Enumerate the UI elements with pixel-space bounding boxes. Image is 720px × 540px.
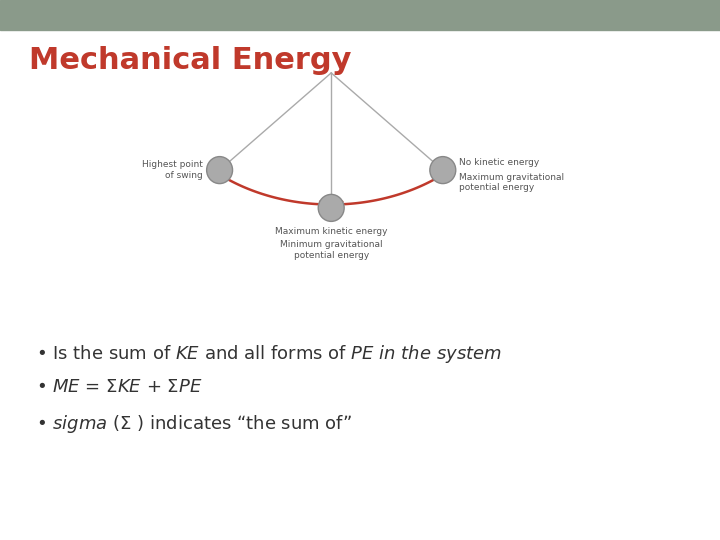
Text: Maximum gravitational
potential energy: Maximum gravitational potential energy <box>459 173 564 192</box>
Text: • $\mathit{ME}$ = $\mathit{\Sigma KE}$ + $\mathit{\Sigma PE}$: • $\mathit{ME}$ = $\mathit{\Sigma KE}$ +… <box>36 378 202 396</box>
Ellipse shape <box>430 157 456 184</box>
Text: Maximum kinetic energy: Maximum kinetic energy <box>275 227 387 236</box>
Text: No kinetic energy: No kinetic energy <box>459 158 539 167</box>
Ellipse shape <box>207 157 233 184</box>
Text: Mechanical Energy: Mechanical Energy <box>29 46 351 75</box>
Text: Highest point
of swing: Highest point of swing <box>142 160 203 180</box>
Ellipse shape <box>318 194 344 221</box>
Bar <box>0 0 720 30</box>
Text: • Is the sum of $\mathit{KE}$ and all forms of $\mathit{PE}$ $\mathit{in}$ $\mat: • Is the sum of $\mathit{KE}$ and all fo… <box>36 343 502 365</box>
Text: Minimum gravitational
potential energy: Minimum gravitational potential energy <box>280 240 382 260</box>
Text: • $\mathit{sigma}$ ($\mathit{\Sigma}$ ) indicates “the sum of”: • $\mathit{sigma}$ ($\mathit{\Sigma}$ ) … <box>36 413 352 435</box>
